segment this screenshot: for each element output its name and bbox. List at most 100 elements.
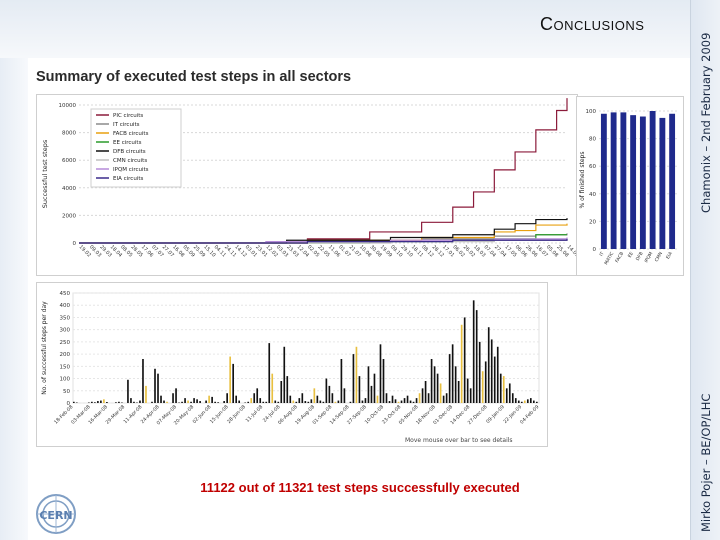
daily-bar	[532, 400, 535, 403]
daily-bar	[472, 300, 475, 403]
daily-bar	[295, 401, 298, 403]
daily-bar	[304, 401, 307, 403]
daily-bar	[442, 395, 445, 403]
daily-bar	[505, 388, 508, 403]
chart-hint: Move mouse over bar to see details	[405, 437, 513, 444]
daily-bar	[172, 393, 174, 403]
daily-bar	[271, 373, 274, 403]
daily-bar	[130, 398, 132, 403]
x-tick-label: FACB	[614, 251, 625, 264]
daily-bar	[268, 343, 271, 403]
daily-bar	[526, 399, 529, 403]
daily-bar	[97, 401, 99, 403]
daily-bar	[73, 401, 75, 403]
legend-label: EE circuits	[113, 140, 142, 146]
daily-bar	[361, 400, 364, 403]
daily-bar	[328, 385, 331, 403]
daily-bar	[445, 393, 448, 403]
y-tick-label: 4000	[62, 186, 76, 192]
daily-bar	[142, 359, 144, 403]
daily-bar	[481, 371, 484, 403]
daily-bar	[310, 399, 313, 403]
daily-bar	[364, 398, 367, 403]
y-tick-label: 80	[589, 137, 596, 143]
daily-bar	[259, 398, 262, 403]
y-tick-label: 350	[60, 315, 71, 321]
daily-bar	[274, 400, 277, 403]
daily-bar	[349, 401, 352, 403]
y-tick-label: 250	[60, 340, 71, 346]
daily-bar	[523, 400, 526, 403]
daily-bar	[211, 396, 213, 403]
daily-bar	[457, 381, 460, 403]
daily-bar	[421, 388, 424, 403]
daily-bar	[298, 398, 301, 403]
daily-bar	[139, 400, 141, 403]
daily-bar	[133, 401, 135, 403]
daily-bar	[484, 361, 487, 403]
slide-title: Conclusions	[540, 14, 645, 34]
daily-bar	[439, 383, 442, 403]
x-tick-label: 04-Feb-09	[519, 404, 540, 425]
x-tick-label: IPQM	[643, 251, 654, 264]
daily-bar	[247, 401, 250, 403]
daily-bar	[493, 356, 496, 403]
daily-bar	[514, 398, 517, 403]
daily-bar	[469, 388, 472, 403]
daily-bar	[100, 400, 102, 403]
y-axis-label: Successful test steps	[41, 139, 49, 208]
daily-bar	[520, 401, 523, 403]
daily-bar	[487, 327, 490, 403]
cumulative-chart-panel: 0 2000 4000 6000 8000 10000 19.02 09.03 29.03 18.…	[36, 94, 580, 276]
percent-bar	[630, 115, 637, 249]
daily-bar	[184, 398, 186, 403]
daily-bar	[208, 395, 210, 403]
daily-bar	[223, 401, 225, 403]
daily-bar	[151, 401, 153, 403]
daily-bar	[433, 366, 436, 403]
daily-bar	[289, 395, 292, 403]
daily-bar	[196, 399, 198, 403]
daily-bar-chart[interactable]: 0 50 100 150 200 250 300 350 400 450 No. of succes…	[37, 283, 547, 446]
daily-bar	[337, 400, 340, 403]
y-tick-label: 50	[63, 389, 70, 395]
x-tick-label: 11-Jul-08	[245, 404, 265, 424]
daily-bar	[394, 399, 397, 403]
y-axis-label: % of finished steps	[579, 152, 586, 209]
daily-bar	[160, 395, 162, 403]
daily-bar	[301, 393, 304, 403]
daily-bar	[448, 354, 451, 403]
daily-bar	[262, 401, 265, 403]
daily-bar	[451, 344, 454, 403]
daily-bar	[118, 401, 120, 403]
daily-bar	[250, 398, 253, 403]
daily-bar	[430, 359, 433, 403]
daily-bar	[499, 373, 502, 403]
y-tick-label: 300	[60, 328, 71, 334]
y-tick-label: 60	[589, 164, 596, 170]
daily-chart-panel: 0 50 100 150 200 250 300 350 400 450 No. of succes…	[36, 282, 548, 447]
cern-logo: CERN	[36, 494, 76, 534]
x-tick-label: 28-Jun-08	[226, 404, 247, 425]
y-tick-label: 450	[60, 291, 71, 297]
legend-label: IPQM circuits	[113, 167, 149, 173]
y-axis-label: No. of successful steps per day	[41, 301, 48, 395]
percent-bar	[600, 113, 607, 249]
daily-bar	[511, 393, 514, 403]
daily-bar	[352, 354, 355, 403]
daily-bar	[436, 373, 439, 403]
cumulative-line-chart[interactable]: 020004000600080001000019.0209.0329.0318.…	[37, 95, 580, 275]
daily-bar	[94, 402, 96, 403]
daily-bar	[157, 373, 159, 403]
daily-bar	[412, 401, 415, 403]
daily-bar	[292, 400, 295, 403]
y-tick-label: 20	[589, 219, 596, 225]
daily-bar	[529, 398, 532, 403]
left-decoration	[0, 58, 28, 540]
legend-label: IT circuits	[113, 122, 140, 128]
side-bar	[690, 0, 720, 540]
daily-bar	[409, 400, 412, 403]
y-tick-label: 40	[589, 192, 596, 198]
